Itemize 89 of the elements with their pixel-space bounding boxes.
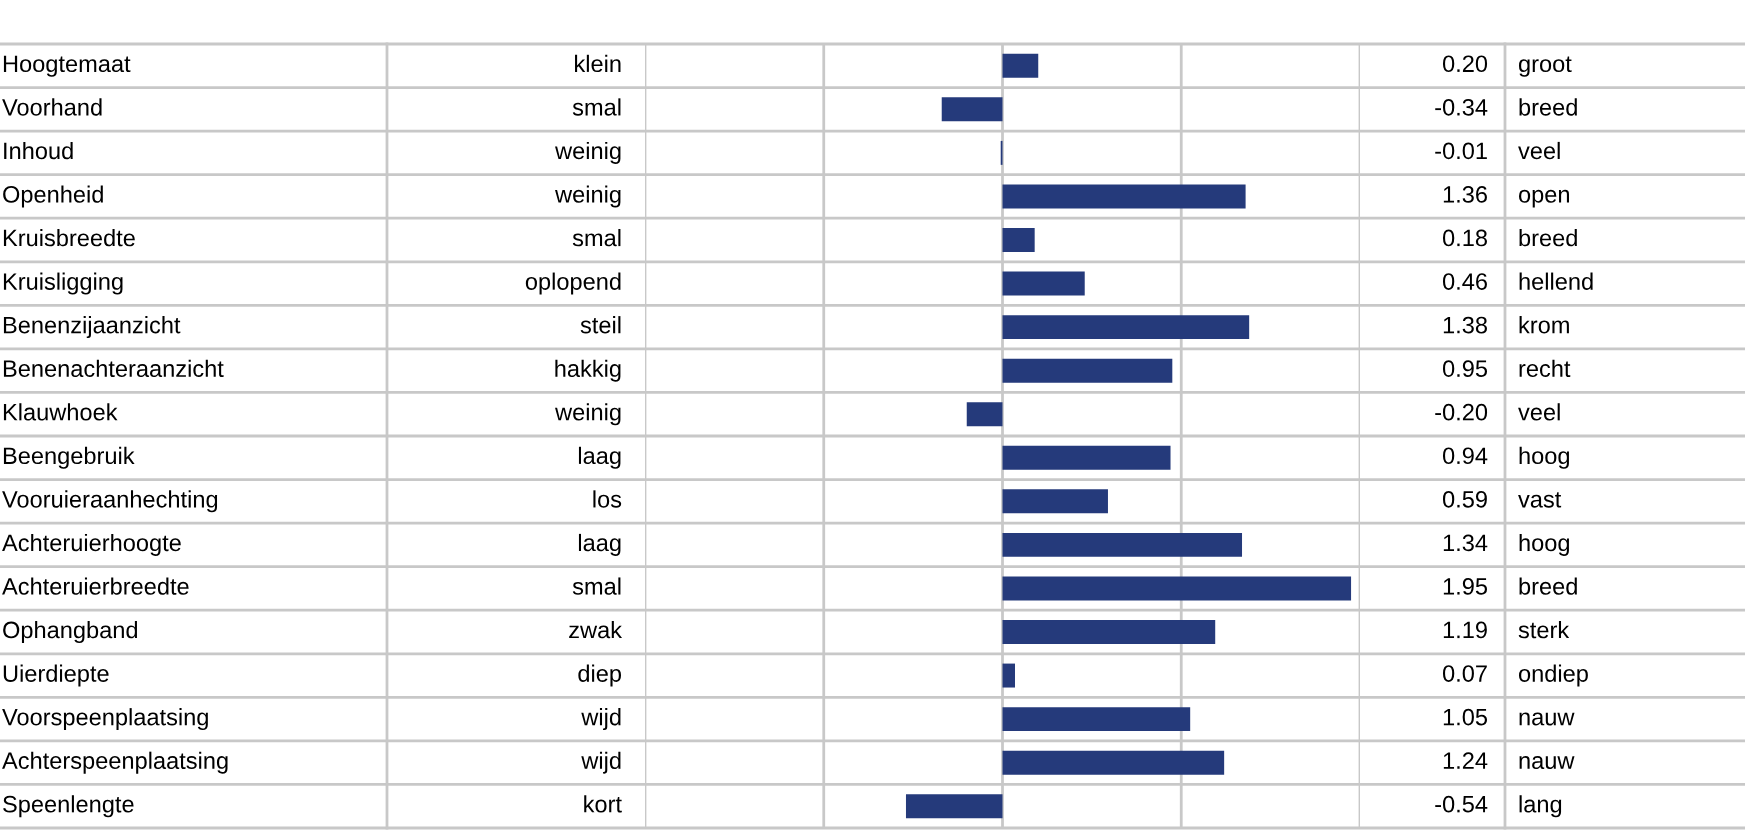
data-label: 1.19 <box>1443 621 1487 639</box>
text: weinig <box>555 403 621 426</box>
text: breed <box>1519 577 1577 595</box>
y-tick-label: Achteruierbreedte <box>2 577 189 595</box>
data-label: -0.34 <box>1435 98 1488 116</box>
data-label: 0.20 <box>1442 55 1488 73</box>
data-label: 0.18 <box>1442 229 1487 247</box>
data-label: 0.94 <box>1442 447 1488 465</box>
data-label: 0.95 <box>1442 360 1488 377</box>
bar <box>966 402 1003 427</box>
data-label: -0.20 <box>1435 403 1488 421</box>
y-tick-label: Voorspeenplaatsing <box>2 708 208 731</box>
data-label: 1.36 <box>1443 186 1487 203</box>
bar <box>941 97 1003 122</box>
text: lang <box>1519 795 1562 818</box>
text: breed <box>1519 228 1577 247</box>
text: vast <box>1518 492 1562 508</box>
text: wijd <box>581 751 621 774</box>
text: hellend <box>1519 272 1593 290</box>
text: hakkig <box>555 359 621 382</box>
bar <box>1002 445 1171 470</box>
data-label: 0.07 <box>1442 665 1487 682</box>
bar <box>1002 53 1039 78</box>
bar <box>1002 358 1173 383</box>
y-tick-label: Openheid <box>3 185 103 208</box>
y-tick-label: Inhoud <box>4 141 73 160</box>
text: oplopend <box>525 272 621 295</box>
data-label: 1.05 <box>1443 708 1488 726</box>
text: smal <box>572 98 621 116</box>
text: open <box>1518 189 1569 208</box>
data-label: 1.24 <box>1443 752 1488 769</box>
y-tick-label: Benenzijaanzicht <box>3 316 181 339</box>
text: diep <box>578 664 622 687</box>
text: weinig <box>555 141 621 164</box>
data-label: 1.38 <box>1443 316 1487 334</box>
text: wijd <box>581 708 621 731</box>
y-tick-label: Voorhand <box>2 98 102 116</box>
text: laag <box>578 533 621 556</box>
text: sterk <box>1518 620 1570 639</box>
data-label: 0.59 <box>1442 490 1487 508</box>
text: klein <box>575 54 621 73</box>
y-tick-label: Achteruierhoogte <box>2 533 181 556</box>
bar <box>1002 750 1225 775</box>
y-tick-label: Achterspeenplaatsing <box>2 751 228 774</box>
text: veel <box>1518 403 1560 421</box>
text: los <box>593 490 622 508</box>
y-tick-label: Ophangband <box>3 620 138 644</box>
y-tick-label: Uierdiepte <box>3 664 109 687</box>
y-tick-label: Kruisligging <box>3 272 123 295</box>
text: smal <box>572 577 621 595</box>
bar <box>1002 532 1243 557</box>
text: nauw <box>1519 712 1575 726</box>
data-label: 0.46 <box>1442 273 1487 290</box>
y-tick-label: Benenachteraanzicht <box>3 359 224 377</box>
text: weinig <box>555 185 621 208</box>
text: hoog <box>1519 446 1569 469</box>
text: kort <box>584 795 622 813</box>
bar <box>905 794 1003 819</box>
bar <box>1002 620 1216 644</box>
bar <box>1002 576 1352 601</box>
data-label: -0.54 <box>1435 795 1488 813</box>
y-tick-label: Kruisbreedte <box>3 228 135 247</box>
text: steil <box>580 316 621 334</box>
text: laag <box>578 446 621 469</box>
text: hoog <box>1519 533 1569 556</box>
text: ondiep <box>1518 664 1588 687</box>
text: groot <box>1518 56 1572 77</box>
bar <box>1002 707 1191 732</box>
bar <box>1002 228 1035 252</box>
bar <box>1002 271 1085 296</box>
text: veel <box>1518 141 1560 160</box>
y-tick-label: Vooruieraanhechting <box>2 490 218 513</box>
text: smal <box>572 228 621 247</box>
bar <box>1002 663 1016 688</box>
text: breed <box>1519 98 1577 116</box>
data-label: 1.34 <box>1443 534 1488 552</box>
data-label: 1.95 <box>1443 578 1488 595</box>
y-tick-label: Speenlengte <box>3 795 134 818</box>
data-label: -0.01 <box>1435 142 1487 160</box>
bar <box>1002 184 1246 209</box>
text: zwak <box>569 620 623 639</box>
y-tick-label: Klauwhoek <box>3 403 118 421</box>
bar <box>1002 315 1250 340</box>
bar <box>1002 489 1108 514</box>
y-tick-label: Beengebruik <box>3 446 135 469</box>
text: nauw <box>1519 756 1575 769</box>
text: recht <box>1519 359 1571 377</box>
y-tick-label: Hoogtemaat <box>3 55 131 77</box>
text: krom <box>1519 316 1569 334</box>
